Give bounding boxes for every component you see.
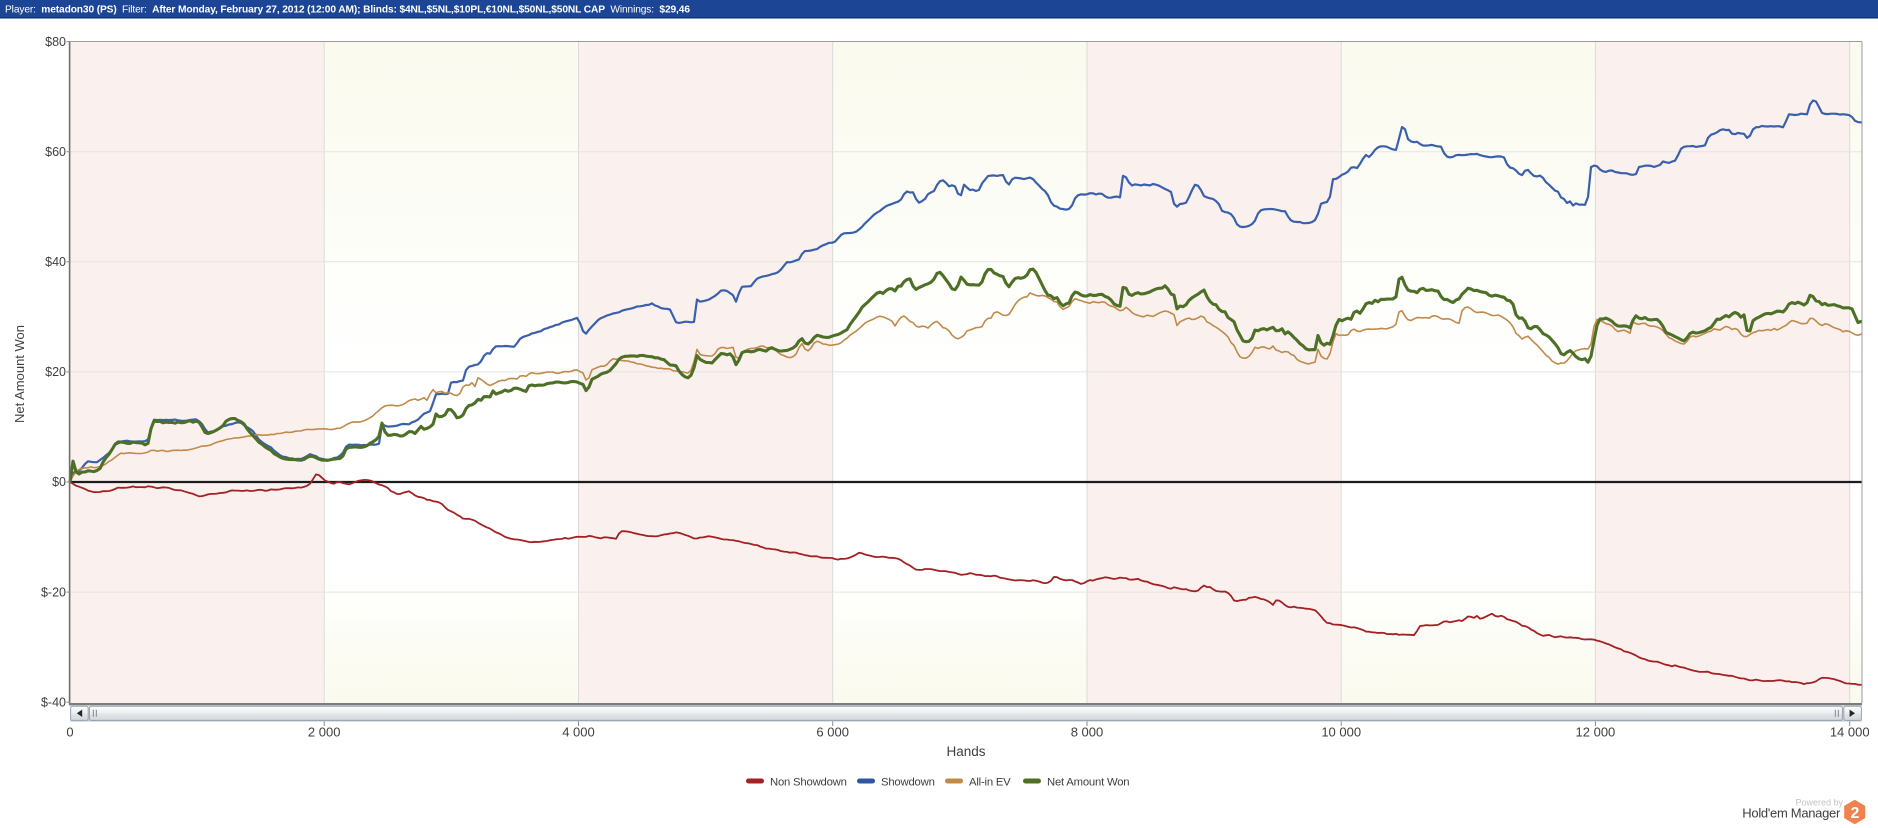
svg-text:Showdown: Showdown <box>881 777 935 789</box>
svg-text:Non Showdown: Non Showdown <box>770 777 847 789</box>
svg-text:0: 0 <box>66 725 73 740</box>
svg-text:All-in EV: All-in EV <box>969 777 1011 789</box>
svg-text:$80: $80 <box>45 35 66 49</box>
svg-text:Net Amount Won: Net Amount Won <box>1047 777 1129 789</box>
svg-text:6 000: 6 000 <box>816 725 849 740</box>
svg-text:$0: $0 <box>52 475 66 489</box>
svg-text:14 000: 14 000 <box>1830 725 1870 740</box>
svg-text:12 000: 12 000 <box>1576 725 1616 740</box>
svg-text:Hands: Hands <box>946 744 985 759</box>
svg-text:$20: $20 <box>45 365 66 379</box>
svg-text:Player: metadon30 (PS) Filte: Player: metadon30 (PS) Filter: After Mon… <box>5 4 690 15</box>
svg-text:$-20: $-20 <box>41 585 66 599</box>
svg-text:$40: $40 <box>45 255 66 269</box>
svg-text:$60: $60 <box>45 145 66 159</box>
svg-text:Hold'em Manager: Hold'em Manager <box>1742 806 1841 821</box>
svg-text:8 000: 8 000 <box>1071 725 1104 740</box>
svg-text:10 000: 10 000 <box>1321 725 1361 740</box>
svg-text:Net Amount Won: Net Amount Won <box>12 325 27 423</box>
svg-text:4 000: 4 000 <box>562 725 595 740</box>
svg-text:2 000: 2 000 <box>308 725 341 740</box>
svg-text:$-40: $-40 <box>41 695 66 709</box>
svg-text:2: 2 <box>1850 805 1859 822</box>
svg-text:Powered by: Powered by <box>1795 798 1843 808</box>
